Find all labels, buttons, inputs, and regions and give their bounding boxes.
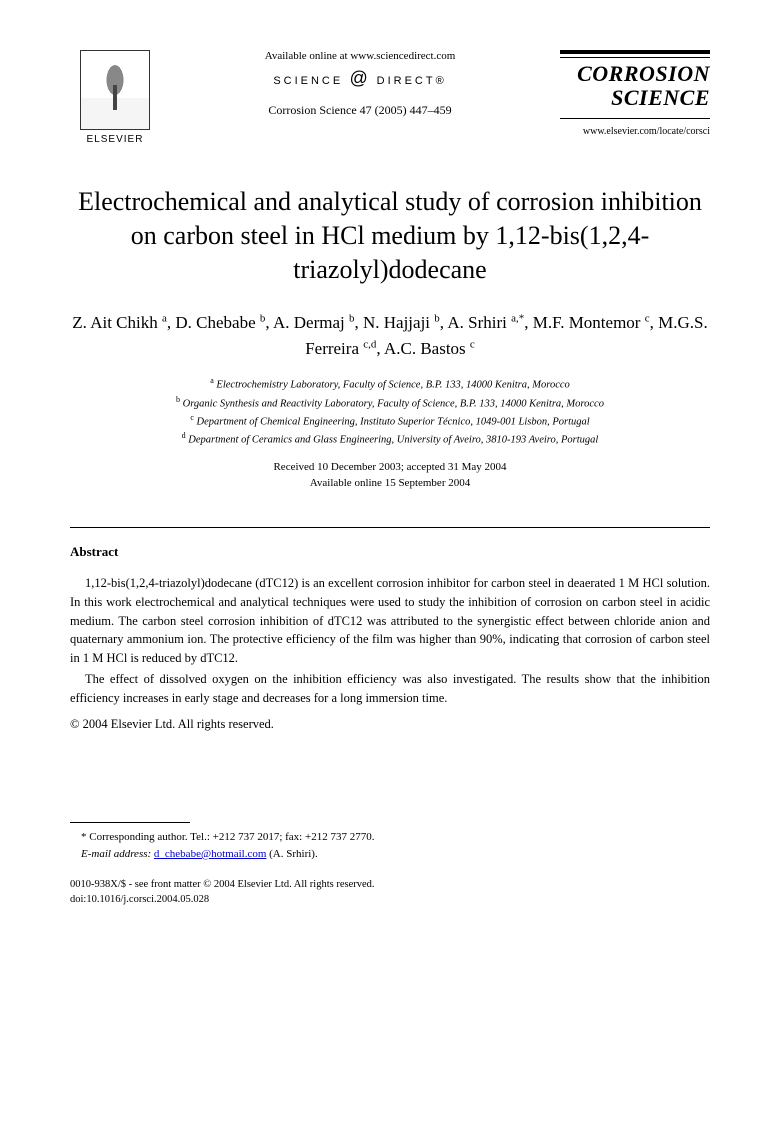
publisher-block: ELSEVIER [70, 50, 160, 145]
affiliation-line: b Organic Synthesis and Reactivity Labor… [70, 394, 710, 412]
affiliation-line: a Electrochemistry Laboratory, Faculty o… [70, 375, 710, 393]
footnote-email-line: E-mail address: d_chebabe@hotmail.com (A… [70, 846, 710, 863]
journal-block: CORROSION SCIENCE www.elsevier.com/locat… [560, 50, 710, 137]
email-label: E-mail address: [81, 848, 151, 860]
footer-issn: 0010-938X/$ - see front matter © 2004 El… [70, 878, 710, 893]
abstract-p1: 1,12-bis(1,2,4-triazolyl)dodecane (dTC12… [70, 574, 710, 668]
sd-left: SCIENCE [273, 75, 343, 87]
header-center: Available online at www.sciencedirect.co… [160, 50, 560, 118]
abstract-p2: The effect of dissolved oxygen on the in… [70, 670, 710, 708]
journal-name-l2: SCIENCE [611, 85, 710, 110]
journal-url: www.elsevier.com/locate/corsci [560, 126, 710, 137]
affiliations-list: a Electrochemistry Laboratory, Faculty o… [70, 375, 710, 448]
journal-name: CORROSION SCIENCE [560, 62, 710, 110]
page-footer: 0010-938X/$ - see front matter © 2004 El… [70, 878, 710, 907]
abstract-body: 1,12-bis(1,2,4-triazolyl)dodecane (dTC12… [70, 574, 710, 707]
abstract-heading: Abstract [70, 544, 710, 560]
journal-name-l1: CORROSION [577, 61, 710, 86]
citation-line: Corrosion Science 47 (2005) 447–459 [180, 103, 540, 118]
corresponding-author-footnote: * Corresponding author. Tel.: +212 737 2… [70, 829, 710, 862]
footnote-corr: * Corresponding author. Tel.: +212 737 2… [70, 829, 710, 846]
footer-doi: doi:10.1016/j.corsci.2004.05.028 [70, 893, 710, 908]
affiliation-line: c Department of Chemical Engineering, In… [70, 412, 710, 430]
sd-at-icon: @ [349, 68, 370, 88]
article-dates: Received 10 December 2003; accepted 31 M… [70, 460, 710, 491]
publisher-name: ELSEVIER [70, 134, 160, 145]
sciencedirect-logo: SCIENCE @ DIRECT® [180, 68, 540, 89]
authors-list: Z. Ait Chikh a, D. Chebabe b, A. Dermaj … [70, 310, 710, 361]
article-title: Electrochemical and analytical study of … [70, 185, 710, 286]
affiliation-line: d Department of Ceramics and Glass Engin… [70, 430, 710, 448]
available-online-text: Available online at www.sciencedirect.co… [180, 50, 540, 62]
page-header: ELSEVIER Available online at www.science… [70, 50, 710, 145]
journal-rule-top [560, 50, 710, 58]
abstract-rule [70, 527, 710, 528]
email-link[interactable]: d_chebabe@hotmail.com [154, 848, 266, 860]
footnote-rule [70, 822, 190, 823]
email-paren: (A. Srhiri). [269, 848, 318, 860]
received-accepted: Received 10 December 2003; accepted 31 M… [70, 460, 710, 475]
abstract-copyright: © 2004 Elsevier Ltd. All rights reserved… [70, 717, 710, 732]
sd-right: DIRECT® [377, 75, 447, 87]
available-online: Available online 15 September 2004 [70, 476, 710, 491]
journal-rule-bot [560, 118, 710, 122]
elsevier-tree-icon [80, 50, 150, 130]
